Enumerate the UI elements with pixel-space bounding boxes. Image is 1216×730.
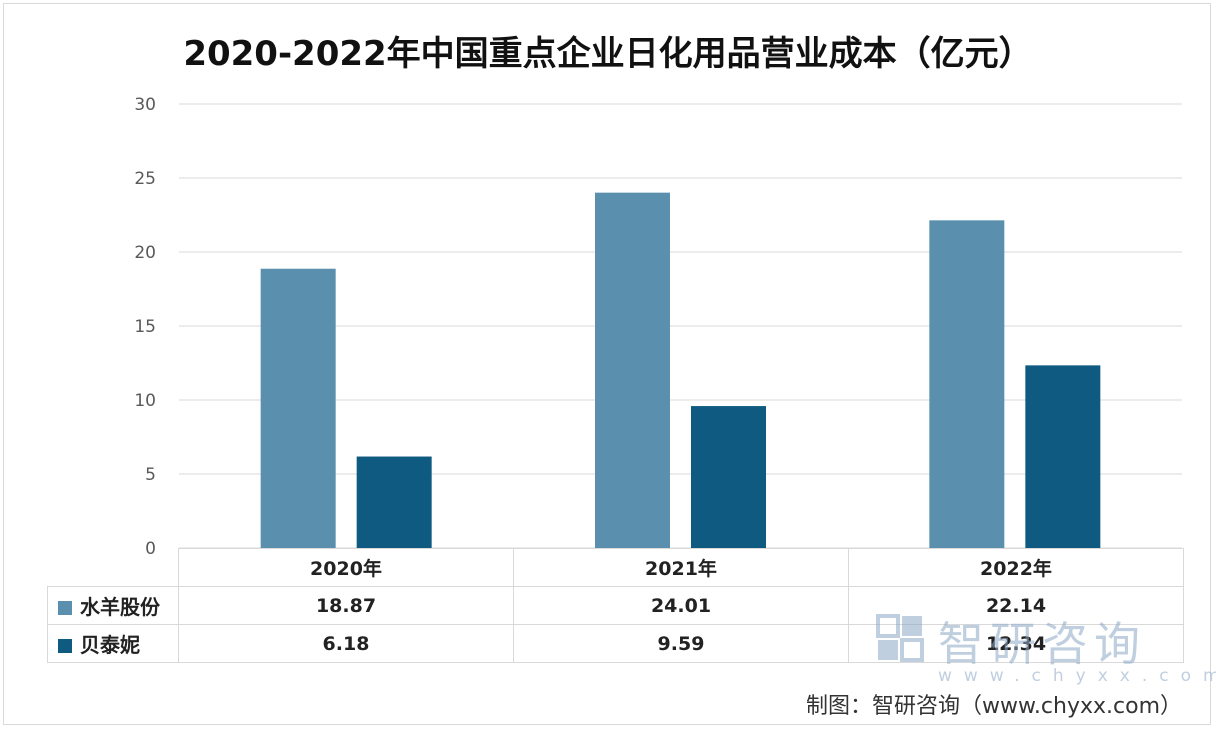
y-tick-label: 15 [134,317,156,337]
bar [1025,365,1101,548]
watermark-logo-icon [876,614,924,662]
y-tick-label: 25 [134,169,156,189]
data-label: 6.18 [178,624,514,663]
chart-title: 2020-2022年中国重点企业日化用品营业成本（亿元） [183,34,1033,74]
y-tick-label: 20 [134,243,156,263]
category-label: 2021年 [513,548,849,587]
watermark-url: www.chyxx.com [938,666,1216,686]
table-row: 水羊股份 18.87 24.01 22.14 [47,586,1184,625]
bar [691,406,766,548]
legend-swatch [58,639,72,653]
series-name: 水羊股份 [80,595,160,619]
y-tick-label: 10 [134,391,156,411]
data-label: 18.87 [178,586,514,625]
bar [595,192,670,549]
data-label: 9.59 [513,624,849,663]
legend-swatch [58,601,72,615]
series-label: 贝泰妮 [47,624,179,663]
watermark: 智研咨询 www.chyxx.com [876,608,1216,688]
chart-frame [3,3,1211,725]
series-name: 贝泰妮 [80,633,140,657]
category-label: 2020年 [178,548,514,587]
watermark-text: 智研咨询 [938,617,1146,671]
table-header-row: 2020年 2021年 2022年 [47,548,1184,587]
bar [356,456,432,548]
bar [929,220,1005,548]
series-label: 水羊股份 [47,586,179,625]
source-note: 制图：智研咨询（www.chyxx.com） [805,694,1182,719]
y-tick-label: 30 [134,95,156,115]
category-label: 2022年 [848,548,1184,587]
bars [260,192,1101,549]
data-label: 24.01 [513,586,849,625]
table-corner [47,548,179,587]
bar [260,268,336,548]
y-tick-label: 5 [145,465,156,485]
